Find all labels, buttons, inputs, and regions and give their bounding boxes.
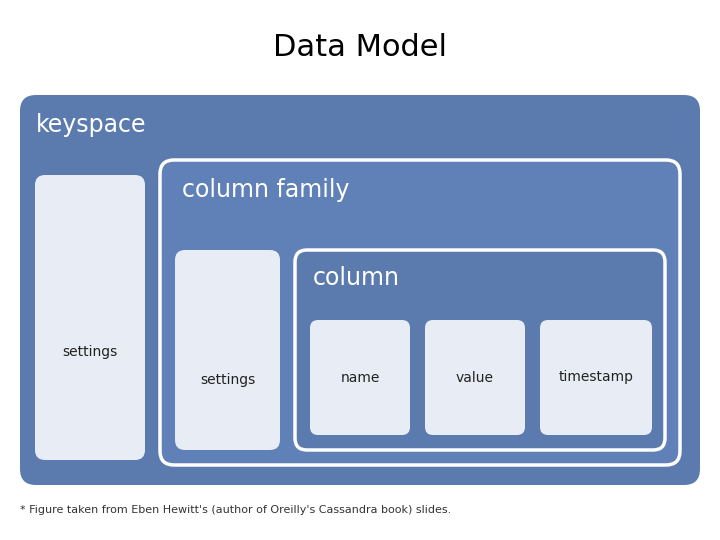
FancyBboxPatch shape <box>540 320 652 435</box>
Text: keyspace: keyspace <box>36 113 146 137</box>
Text: settings: settings <box>200 373 255 387</box>
Text: name: name <box>341 370 379 384</box>
FancyBboxPatch shape <box>35 175 145 460</box>
Text: * Figure taken from Eben Hewitt's (author of Oreilly's Cassandra book) slides.: * Figure taken from Eben Hewitt's (autho… <box>20 505 451 515</box>
Text: Data Model: Data Model <box>273 33 447 63</box>
FancyBboxPatch shape <box>20 95 700 485</box>
FancyBboxPatch shape <box>295 250 665 450</box>
FancyBboxPatch shape <box>175 250 280 450</box>
Text: timestamp: timestamp <box>559 370 634 384</box>
FancyBboxPatch shape <box>310 320 410 435</box>
FancyBboxPatch shape <box>160 160 680 465</box>
Text: column: column <box>313 266 400 290</box>
Text: value: value <box>456 370 494 384</box>
Text: settings: settings <box>63 345 117 359</box>
Text: column family: column family <box>182 178 349 202</box>
FancyBboxPatch shape <box>425 320 525 435</box>
